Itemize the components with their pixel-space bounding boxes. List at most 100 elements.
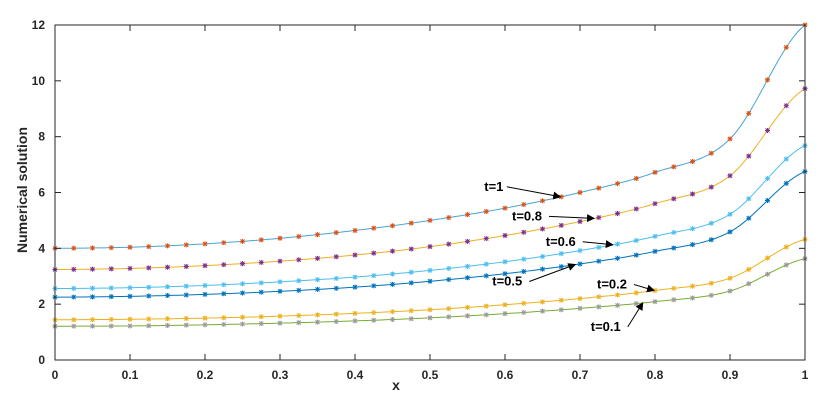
data-point xyxy=(521,256,527,262)
y-tick-label: 6 xyxy=(38,186,45,200)
data-point xyxy=(146,284,152,290)
data-point xyxy=(596,215,602,221)
data-point xyxy=(633,238,639,244)
data-point xyxy=(783,180,789,186)
data-point xyxy=(71,285,77,291)
annotation-layer: t=1 t=0.8 t=0.6 t=0.5 t=0.2 t=0.1 xyxy=(484,179,655,334)
data-point xyxy=(633,252,639,258)
data-point xyxy=(465,313,470,319)
data-point xyxy=(577,296,583,302)
data-point xyxy=(71,317,77,323)
data-point xyxy=(558,297,564,303)
data-point xyxy=(540,198,545,204)
data-point xyxy=(315,255,320,261)
data-point xyxy=(258,321,264,327)
data-point xyxy=(127,323,133,329)
data-point xyxy=(258,237,264,243)
data-point xyxy=(127,293,133,299)
data-point xyxy=(390,309,395,315)
y-tick-label: 10 xyxy=(32,74,46,88)
data-point xyxy=(165,293,170,299)
data-point xyxy=(633,175,639,181)
data-point xyxy=(502,205,508,211)
data-point xyxy=(183,292,189,298)
data-point xyxy=(408,220,414,226)
data-point xyxy=(221,240,227,246)
data-point xyxy=(727,173,733,179)
data-point xyxy=(221,315,227,321)
data-point xyxy=(277,235,283,241)
data-point xyxy=(333,230,339,236)
data-point xyxy=(502,259,508,265)
annotation-t=0.1: t=0.1 xyxy=(591,302,644,334)
data-point xyxy=(427,217,433,223)
data-point xyxy=(783,103,789,109)
data-point xyxy=(240,314,245,320)
annotation-label: t=0.6 xyxy=(546,234,576,249)
data-point xyxy=(596,258,602,264)
series-t=0.6 xyxy=(52,143,808,292)
data-point xyxy=(540,266,545,272)
data-point xyxy=(708,280,714,286)
y-tick-label: 8 xyxy=(38,130,45,144)
data-point xyxy=(127,244,133,250)
data-point xyxy=(146,244,152,250)
data-point xyxy=(558,264,564,270)
data-point xyxy=(465,238,470,244)
data-point xyxy=(408,269,414,275)
data-point xyxy=(296,234,302,240)
data-point xyxy=(633,206,639,212)
data-point xyxy=(690,283,695,289)
data-point xyxy=(427,267,433,273)
data-point xyxy=(258,289,264,295)
data-point xyxy=(90,317,95,323)
data-point xyxy=(765,197,770,203)
data-point xyxy=(521,269,527,275)
data-point xyxy=(746,281,752,287)
data-point xyxy=(90,245,95,251)
data-point xyxy=(352,227,358,233)
series-t=0.8 xyxy=(52,86,808,273)
data-point xyxy=(652,233,658,239)
data-point xyxy=(296,257,302,263)
data-point xyxy=(690,242,695,248)
data-point xyxy=(540,253,545,259)
data-point xyxy=(633,290,639,296)
data-point xyxy=(202,315,208,321)
data-point xyxy=(690,159,695,165)
data-point xyxy=(671,164,677,170)
x-axis-label: x xyxy=(392,377,400,393)
data-point xyxy=(465,263,470,269)
data-point xyxy=(165,316,170,322)
annotation-arrow xyxy=(633,284,655,293)
data-point xyxy=(727,136,733,142)
data-point xyxy=(71,245,77,251)
data-point xyxy=(502,232,508,238)
data-point xyxy=(183,263,189,269)
data-point xyxy=(258,314,264,320)
data-point xyxy=(202,291,208,297)
data-point xyxy=(108,316,114,322)
data-point xyxy=(671,229,677,235)
y-tick-label: 12 xyxy=(32,18,46,32)
data-point xyxy=(690,226,695,232)
data-point xyxy=(746,215,752,221)
data-point xyxy=(577,190,583,195)
annotation-label: t=1 xyxy=(484,179,503,194)
data-point xyxy=(371,310,377,316)
x-tick-label: 0.2 xyxy=(197,368,214,382)
data-point xyxy=(90,323,95,329)
annotation-arrow xyxy=(582,240,614,249)
data-point xyxy=(465,212,470,218)
annotation-arrow xyxy=(529,263,577,282)
data-point xyxy=(240,290,245,296)
annotation-arrow xyxy=(548,214,595,223)
data-point xyxy=(240,321,245,327)
annotation-arrow xyxy=(627,302,644,328)
data-point xyxy=(108,294,114,300)
data-point xyxy=(108,266,114,272)
data-point xyxy=(371,225,377,231)
data-point xyxy=(577,248,583,254)
data-point xyxy=(240,281,245,287)
